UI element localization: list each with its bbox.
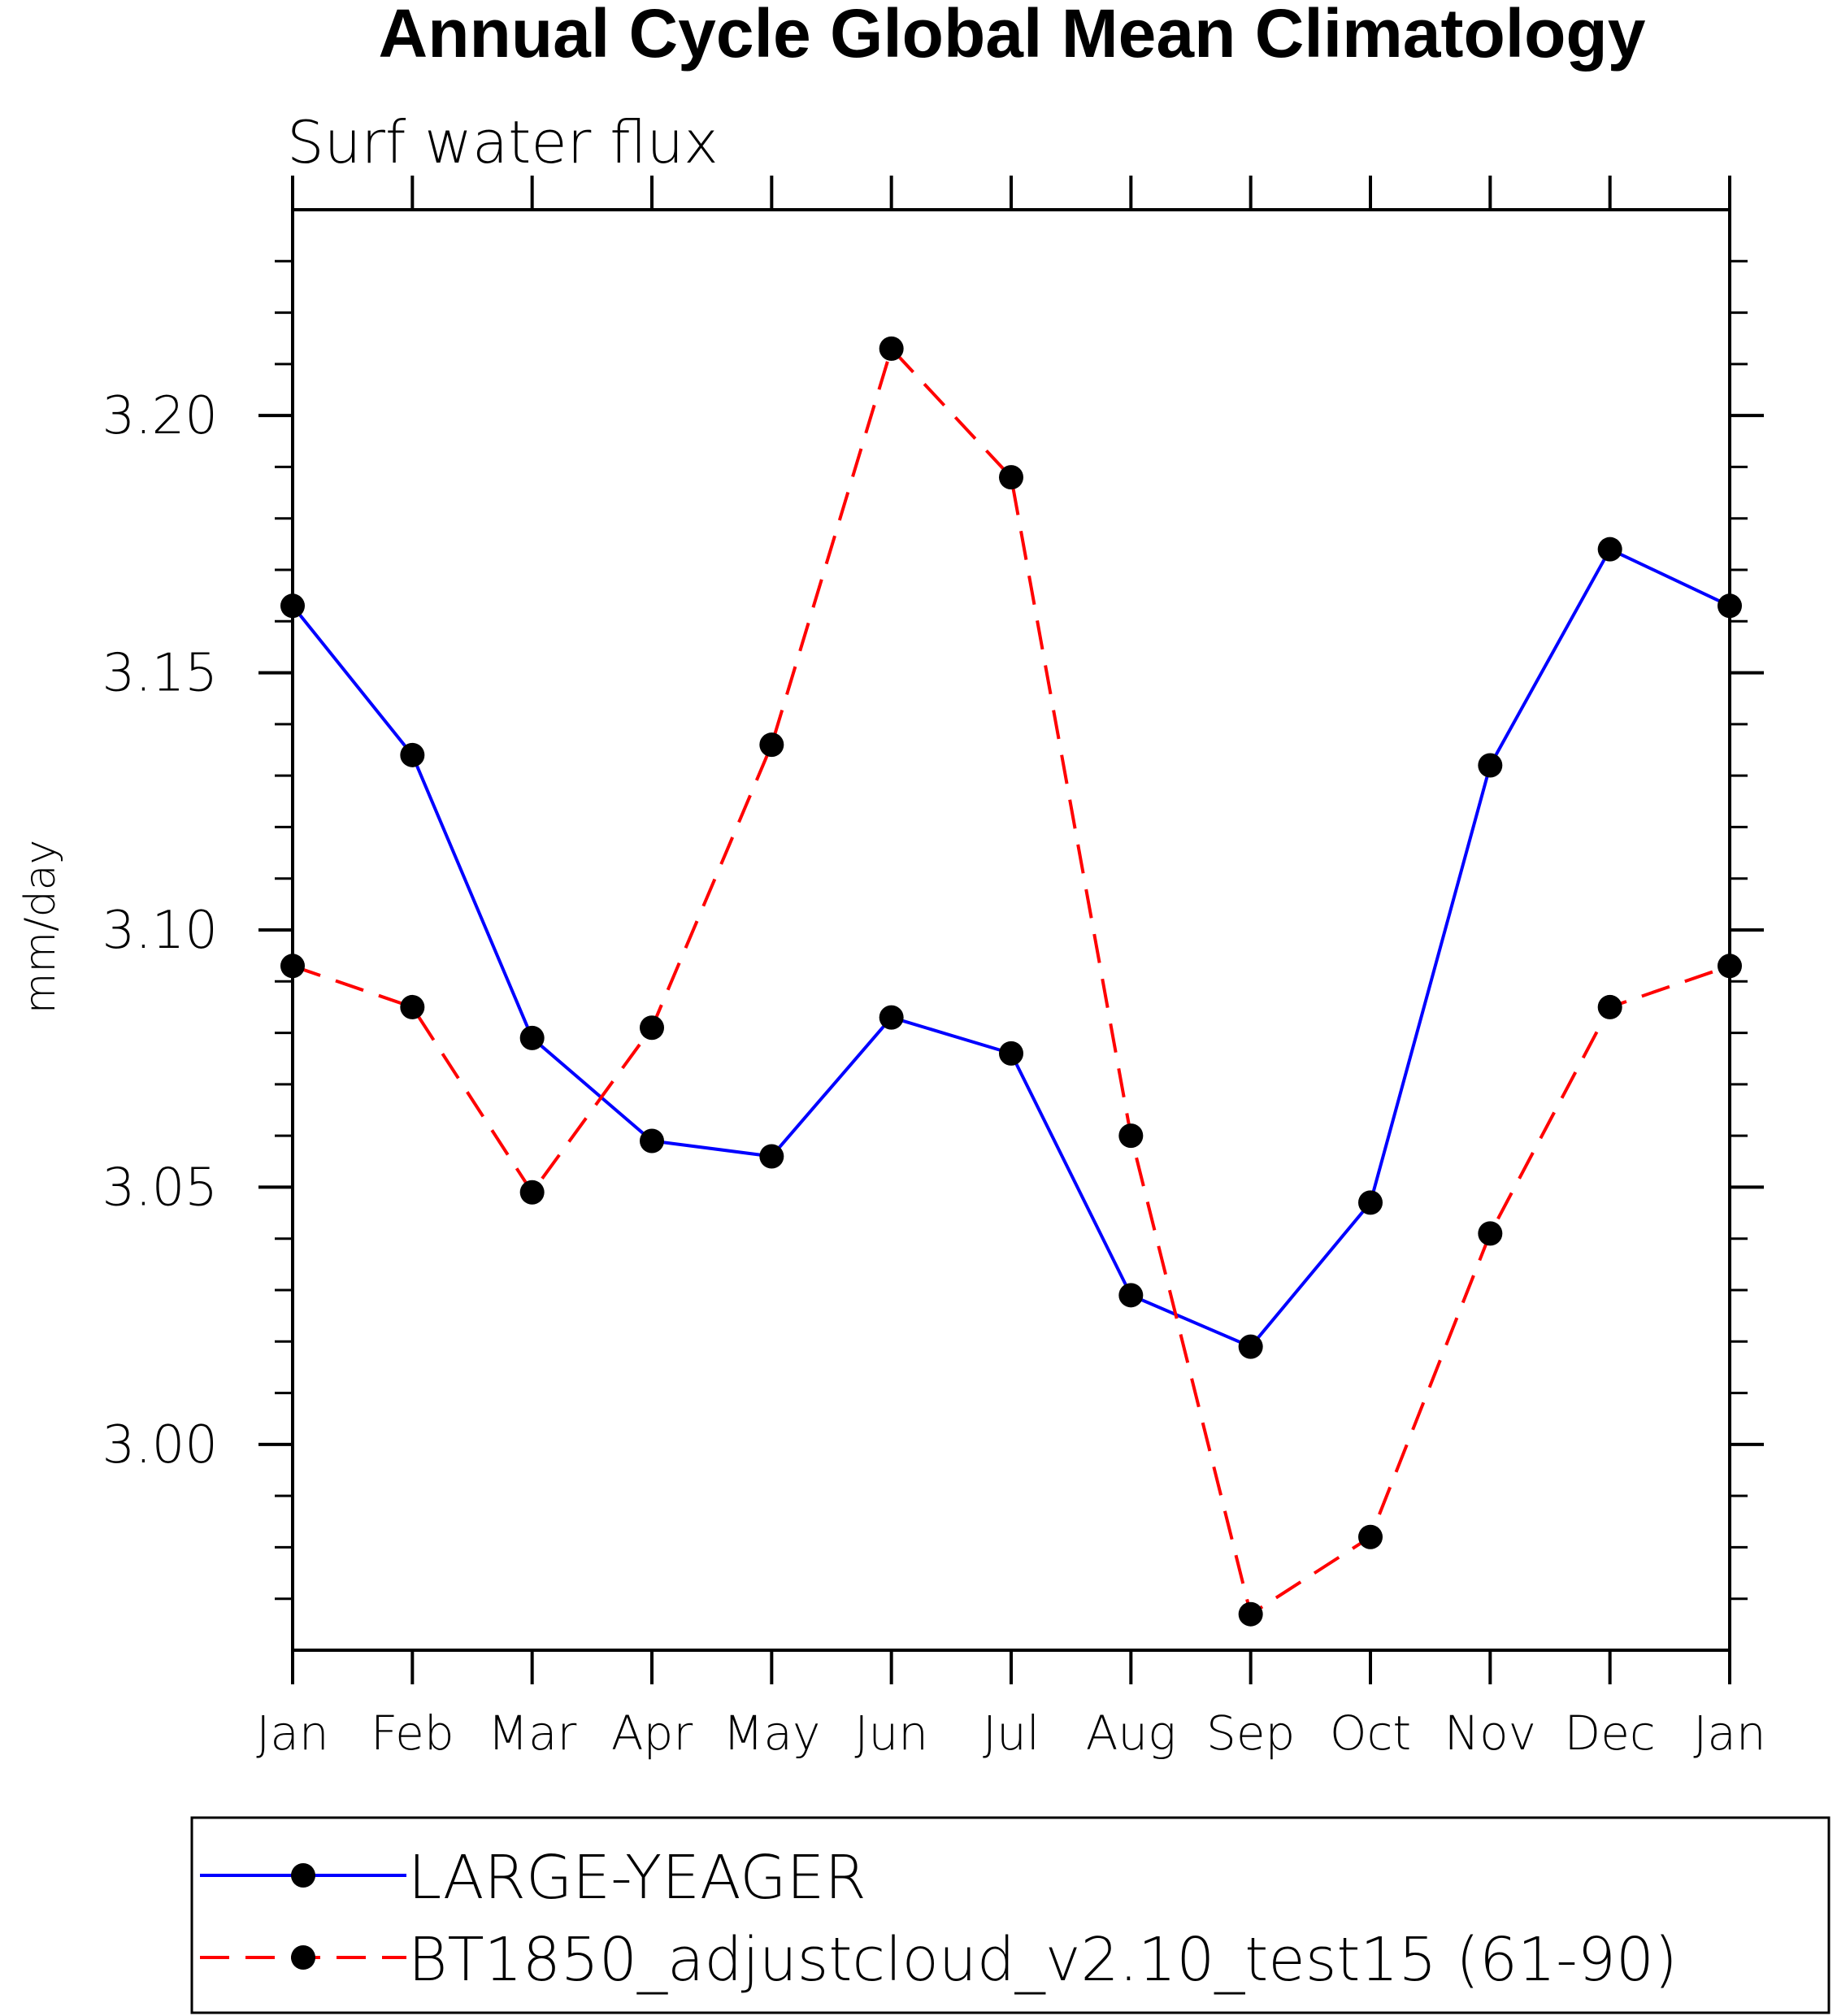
y-tick-label: 3.00 (102, 1415, 219, 1475)
axes: Jan Feb Mar Apr May Jun Jul Aug Sep Oct Nov Dec Jan 3… (102, 176, 1766, 1761)
series-2-point (400, 994, 425, 1019)
series-1-point (1118, 1283, 1144, 1308)
series-1-point (759, 1144, 784, 1169)
y-tick-label: 3.15 (102, 644, 219, 704)
series-1-point (1597, 537, 1622, 562)
chart-title: Annual Cycle Global Mean Climatology (379, 0, 1646, 72)
x-tick-label: Jan (1693, 1705, 1765, 1761)
y-tick-label: 3.20 (102, 386, 219, 446)
legend-marker-2 (291, 1945, 315, 1970)
x-tick-label: Feb (371, 1705, 454, 1761)
legend: LARGE-YEAGER BT1850_adjustcloud_v2.10_tes… (190, 1816, 1830, 2014)
y-tick-label: 3.05 (102, 1158, 219, 1218)
x-tick-label: Dec (1565, 1705, 1656, 1761)
x-tick-label: Jul (983, 1705, 1040, 1761)
series-2-point (1478, 1221, 1503, 1246)
series-1-point (280, 593, 305, 619)
x-tick-label: Nov (1444, 1705, 1536, 1761)
x-tick-label: Apr (611, 1705, 693, 1761)
series-2-point (1597, 994, 1622, 1019)
chart-subtitle: Surf water flux (287, 108, 719, 176)
plot-frame (291, 208, 1731, 1652)
x-tick-label: Jan (256, 1705, 328, 1761)
x-tick-label: May (723, 1705, 820, 1761)
x-tick-label: Mar (488, 1705, 577, 1761)
series-2-point (1358, 1524, 1383, 1549)
series-2-point (759, 732, 784, 758)
series-2-point (640, 1015, 664, 1041)
series-2-point (1718, 954, 1742, 979)
series-1-point (1718, 593, 1742, 619)
legend-label-2: BT1850_adjustcloud_v2.10_test15 (61-90) (408, 1925, 1678, 1995)
series-1-point (1238, 1334, 1263, 1359)
series-1-point (400, 742, 425, 767)
x-tick-label: Oct (1330, 1705, 1411, 1761)
plot-series (280, 336, 1742, 1627)
series-1-point (640, 1128, 664, 1154)
series-1-point (519, 1025, 545, 1050)
y-axis-label: mm/day (16, 840, 65, 1014)
x-tick-label: Jun (854, 1705, 928, 1761)
series-1-point (1478, 753, 1503, 778)
legend-box (190, 1816, 1830, 2014)
legend-marker-1 (291, 1863, 315, 1888)
x-tick-label: Sep (1206, 1705, 1295, 1761)
series-2-point (280, 954, 305, 979)
series-line-1 (291, 547, 1731, 1349)
series-2-point (1118, 1123, 1144, 1149)
series-2-point (519, 1180, 545, 1205)
series-2-point (999, 465, 1023, 490)
y-tick-label: 3.10 (102, 901, 219, 961)
legend-label-1: LARGE-YEAGER (408, 1843, 866, 1913)
series-1-point (999, 1041, 1023, 1066)
series-1-point (879, 1005, 904, 1030)
series-2-point (1238, 1601, 1263, 1627)
series-2-point (879, 336, 904, 361)
x-tick-label: Aug (1086, 1705, 1176, 1761)
series-1-point (1358, 1190, 1383, 1215)
